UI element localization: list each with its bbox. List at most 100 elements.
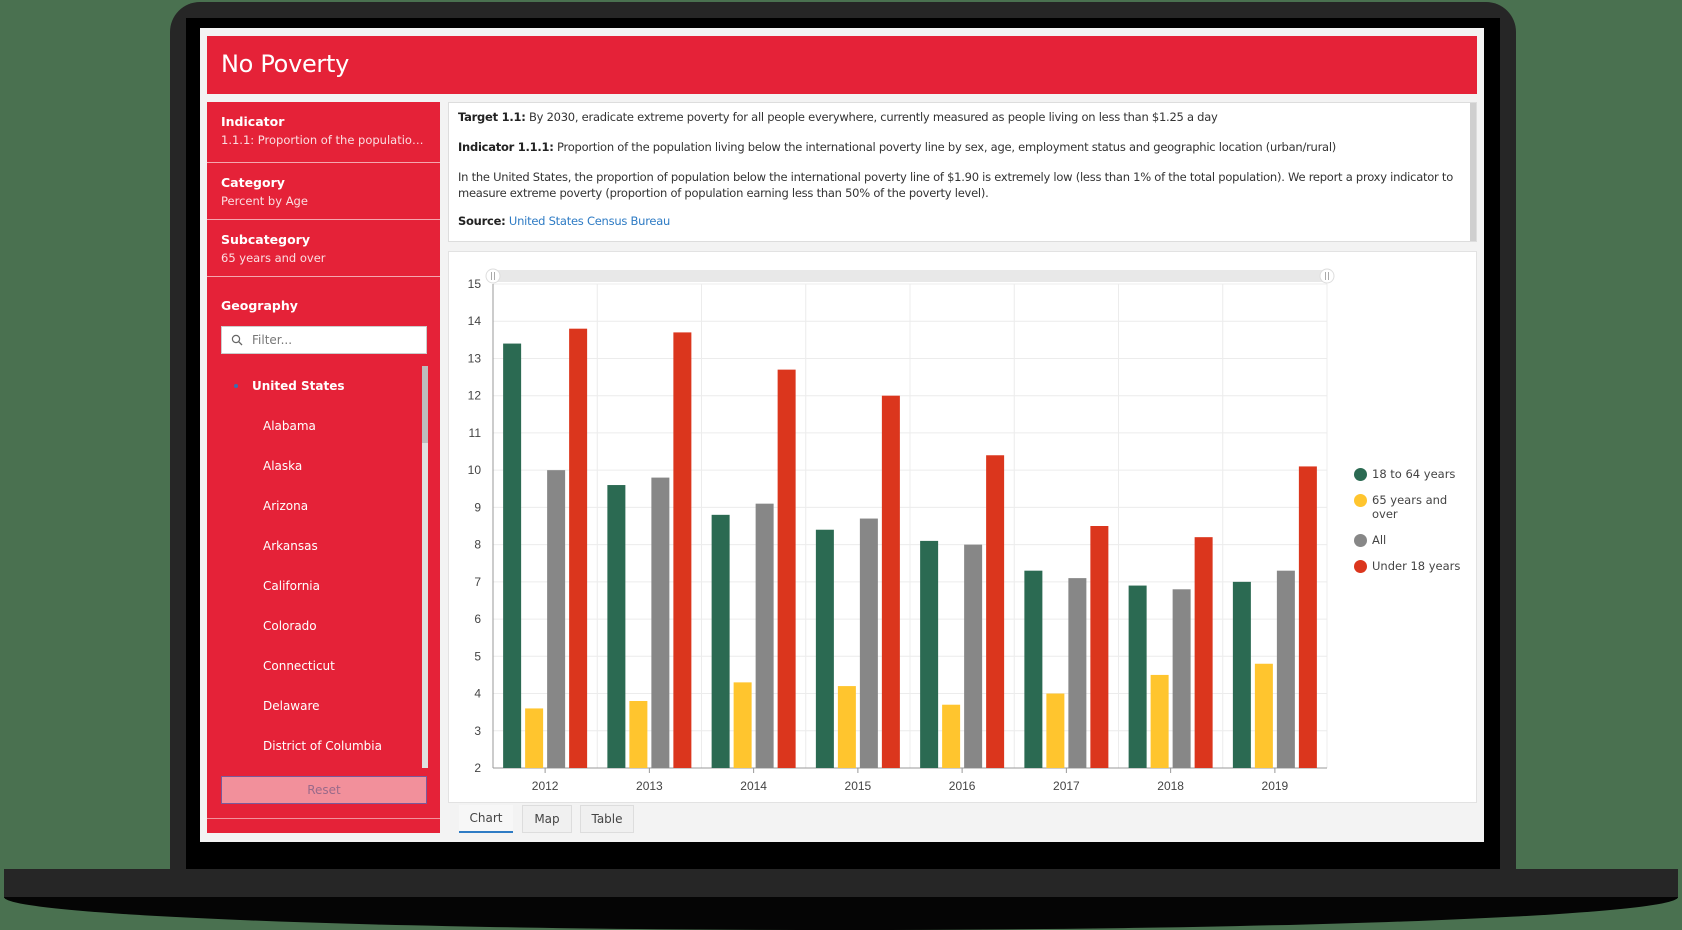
geo-item-delaware[interactable]: Delaware bbox=[207, 686, 425, 726]
range-slider-track[interactable] bbox=[493, 270, 1327, 282]
y-tick-label: 13 bbox=[468, 351, 482, 365]
bar-65-years-and-over[interactable] bbox=[942, 704, 961, 768]
filter-input[interactable] bbox=[252, 330, 422, 350]
bar-under-18-years[interactable] bbox=[569, 328, 588, 768]
x-tick-label: 2015 bbox=[845, 779, 872, 793]
legend-label: 18 to 64 years bbox=[1372, 467, 1456, 481]
geo-item-connecticut[interactable]: Connecticut bbox=[207, 646, 425, 686]
bar-65-years-and-over[interactable] bbox=[525, 708, 544, 768]
tab-chart[interactable]: Chart bbox=[459, 805, 513, 833]
laptop-base bbox=[4, 869, 1678, 898]
geo-item-arkansas[interactable]: Arkansas bbox=[207, 526, 425, 566]
bar-all[interactable] bbox=[1172, 589, 1191, 768]
bar-under-18-years[interactable] bbox=[1298, 466, 1317, 768]
bar-18-to-64-years[interactable] bbox=[815, 529, 834, 768]
tab-map[interactable]: Map bbox=[522, 805, 572, 833]
indicator-description: Proportion of the population living belo… bbox=[553, 140, 1337, 154]
legend-item[interactable]: 18 to 64 years bbox=[1354, 467, 1464, 481]
app-header: No Poverty bbox=[207, 36, 1477, 94]
geo-item-label: District of Columbia bbox=[263, 739, 382, 753]
bar-65-years-and-over[interactable] bbox=[1150, 674, 1169, 768]
target-label: Target 1.1: bbox=[458, 110, 526, 124]
geo-item-alaska[interactable]: Alaska bbox=[207, 446, 425, 486]
x-tick-label: 2012 bbox=[532, 779, 559, 793]
subcategory-selector[interactable]: Subcategory 65 years and over bbox=[207, 220, 440, 277]
target-description: By 2030, eradicate extreme poverty for a… bbox=[525, 110, 1218, 124]
x-tick-label: 2014 bbox=[740, 779, 767, 793]
indicator-selector[interactable]: Indicator 1.1.1: Proportion of the popul… bbox=[207, 102, 440, 163]
y-tick-label: 7 bbox=[474, 575, 481, 589]
geo-item-label: Arkansas bbox=[263, 539, 318, 553]
bar-under-18-years[interactable] bbox=[673, 332, 692, 768]
chart-panel: 2 3 4 5 6 7 8 9 10 11 12 13 14 15 2012 2013 2014 2015 2016… bbox=[448, 251, 1477, 803]
reset-button[interactable]: Reset bbox=[221, 776, 427, 804]
legend-dot-icon bbox=[1354, 534, 1367, 547]
source-label: Source: bbox=[458, 214, 506, 228]
bar-all[interactable] bbox=[755, 503, 774, 768]
description-text: In the United States, the proportion of … bbox=[458, 170, 1453, 200]
geo-item-california[interactable]: California bbox=[207, 566, 425, 606]
legend-item[interactable]: 65 years and over bbox=[1354, 493, 1464, 521]
x-tick-label: 2016 bbox=[949, 779, 976, 793]
tab-table[interactable]: Table bbox=[580, 805, 634, 833]
geo-item-label: Connecticut bbox=[263, 659, 335, 673]
bar-all[interactable] bbox=[1276, 570, 1295, 768]
geo-item-label: Alaska bbox=[263, 459, 303, 473]
y-tick-label: 4 bbox=[474, 687, 481, 701]
bar-18-to-64-years[interactable] bbox=[607, 485, 626, 768]
x-tick-label: 2013 bbox=[636, 779, 663, 793]
geo-item-colorado[interactable]: Colorado bbox=[207, 606, 425, 646]
y-tick-label: 14 bbox=[468, 314, 482, 328]
bar-18-to-64-years[interactable] bbox=[1024, 570, 1043, 768]
geo-item-alabama[interactable]: Alabama bbox=[207, 406, 425, 446]
category-selector[interactable]: Category Percent by Age bbox=[207, 163, 440, 220]
bar-all[interactable] bbox=[859, 518, 878, 768]
bar-all[interactable] bbox=[1068, 578, 1087, 768]
bar-18-to-64-years[interactable] bbox=[920, 540, 939, 768]
bar-all[interactable] bbox=[547, 470, 566, 768]
y-tick-label: 15 bbox=[468, 277, 482, 291]
y-tick-label: 3 bbox=[474, 724, 481, 738]
range-slider-start-handle[interactable] bbox=[485, 268, 501, 284]
legend-item[interactable]: Under 18 years bbox=[1354, 559, 1464, 573]
scrollbar-thumb[interactable] bbox=[422, 366, 428, 443]
legend-item[interactable]: All bbox=[1354, 533, 1464, 547]
selected-bullet-icon bbox=[234, 384, 238, 388]
geo-item-label: Arizona bbox=[263, 499, 309, 513]
y-tick-label: 11 bbox=[469, 426, 482, 440]
bar-all[interactable] bbox=[964, 544, 983, 768]
bar-65-years-and-over[interactable] bbox=[1254, 663, 1273, 768]
bar-under-18-years[interactable] bbox=[1090, 526, 1109, 768]
range-slider-end-handle[interactable] bbox=[1319, 268, 1335, 284]
bar-under-18-years[interactable] bbox=[1194, 537, 1213, 768]
search-icon bbox=[231, 334, 243, 346]
bar-under-18-years[interactable] bbox=[986, 455, 1005, 768]
bar-chart: 2 3 4 5 6 7 8 9 10 11 12 13 14 15 2012 2013 2014 2015 2016… bbox=[468, 268, 1335, 793]
geo-item-united-states[interactable]: United States bbox=[207, 366, 425, 406]
y-tick-label: 10 bbox=[468, 463, 482, 477]
info-scrollbar[interactable] bbox=[1470, 103, 1476, 241]
bar-18-to-64-years[interactable] bbox=[1128, 585, 1147, 768]
bar-all[interactable] bbox=[651, 477, 670, 768]
geo-item-district-of-columbia[interactable]: District of Columbia bbox=[207, 726, 425, 766]
source-link[interactable]: United States Census Bureau bbox=[508, 214, 671, 228]
bar-18-to-64-years[interactable] bbox=[1232, 581, 1251, 768]
bar-65-years-and-over[interactable] bbox=[629, 700, 648, 768]
bar-65-years-and-over[interactable] bbox=[733, 682, 752, 768]
geo-item-arizona[interactable]: Arizona bbox=[207, 486, 425, 526]
legend-dot-icon bbox=[1354, 560, 1367, 573]
bar-65-years-and-over[interactable] bbox=[1046, 693, 1065, 768]
bar-under-18-years[interactable] bbox=[777, 369, 796, 768]
geography-scrollbar[interactable] bbox=[422, 366, 428, 768]
x-tick-label: 2019 bbox=[1262, 779, 1289, 793]
bar-18-to-64-years[interactable] bbox=[711, 514, 730, 768]
geo-item-label: California bbox=[263, 579, 320, 593]
y-tick-label: 12 bbox=[468, 389, 482, 403]
bar-65-years-and-over[interactable] bbox=[837, 686, 856, 768]
geography-filter[interactable] bbox=[221, 326, 427, 354]
bar-under-18-years[interactable] bbox=[881, 395, 900, 768]
y-tick-label: 9 bbox=[474, 500, 481, 514]
geography-label: Geography bbox=[221, 298, 298, 313]
indicator-value: 1.1.1: Proportion of the population livi… bbox=[221, 133, 426, 147]
bar-18-to-64-years[interactable] bbox=[503, 343, 522, 768]
